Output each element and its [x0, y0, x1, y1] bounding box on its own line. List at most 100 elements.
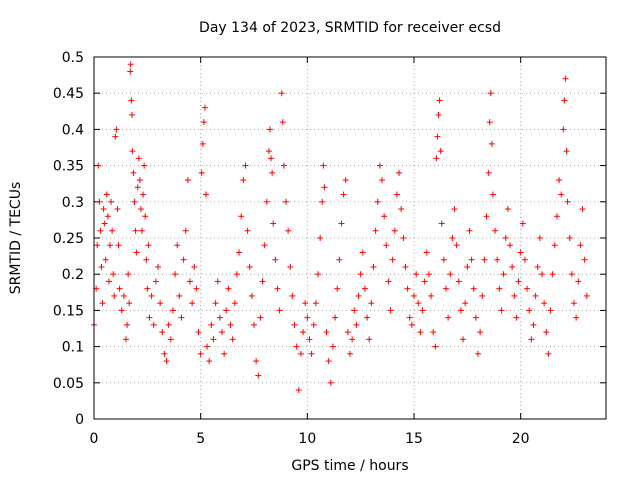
data-point [536, 235, 543, 241]
data-point [340, 191, 347, 198]
y-tick-label: 0.45 [53, 86, 84, 102]
data-point [293, 343, 300, 350]
data-point [111, 292, 118, 299]
data-point [150, 321, 157, 328]
data-point [466, 227, 473, 234]
data-point [385, 278, 392, 285]
data-point [564, 198, 571, 205]
data-point [547, 307, 554, 314]
data-point [113, 126, 120, 133]
data-point [571, 300, 577, 307]
data-point [125, 271, 132, 278]
data-point [259, 278, 266, 285]
data-point [114, 206, 121, 213]
data-point [131, 198, 138, 205]
data-point [488, 140, 495, 147]
data-point [320, 162, 327, 169]
data-point [581, 256, 588, 263]
y-tick-label: 0 [75, 412, 84, 428]
data-point [167, 336, 174, 343]
data-point [297, 350, 304, 357]
data-point [108, 198, 115, 205]
data-point [227, 321, 234, 328]
data-point [126, 300, 133, 307]
data-point [558, 191, 565, 198]
y-tick-label: 0.3 [62, 195, 84, 211]
data-point [415, 300, 422, 307]
data-point [255, 372, 262, 379]
data-point [180, 256, 187, 263]
data-point [182, 227, 189, 234]
data-point [449, 235, 456, 241]
data-point [383, 242, 390, 249]
data-point [317, 235, 324, 241]
data-point [526, 307, 533, 314]
plot-frame [93, 56, 607, 420]
data-point [132, 227, 139, 234]
data-point [344, 329, 351, 336]
data-point [541, 300, 548, 307]
data-point [197, 350, 204, 357]
data-point [287, 263, 294, 270]
data-point [329, 343, 336, 350]
data-point [334, 285, 341, 292]
data-point [187, 278, 193, 285]
y-tick-label: 0.25 [53, 231, 84, 247]
data-point [225, 285, 232, 292]
y-axis-label: SRMTID / TECUs [8, 182, 24, 295]
data-point [178, 314, 185, 321]
data-point [276, 307, 283, 314]
data-point [451, 206, 458, 213]
data-point [163, 358, 170, 365]
data-point [430, 329, 437, 336]
data-point [157, 300, 164, 307]
data-point [443, 285, 449, 292]
data-point [310, 321, 317, 328]
data-point [321, 184, 328, 191]
data-point [387, 307, 394, 314]
data-point [112, 133, 119, 140]
data-point [556, 177, 563, 184]
data-point [437, 148, 444, 155]
data-point [462, 300, 469, 307]
y-tick-label: 0.05 [53, 376, 84, 392]
data-point [353, 321, 360, 328]
data-point [272, 256, 279, 263]
data-point [128, 111, 135, 118]
data-point [447, 271, 454, 278]
data-point [265, 148, 272, 155]
data-point [434, 133, 441, 140]
data-point [280, 162, 287, 169]
data-point [479, 292, 486, 299]
data-point [129, 148, 136, 155]
data-point [513, 314, 520, 321]
data-point [221, 350, 228, 357]
data-point [172, 271, 179, 278]
data-point [242, 162, 249, 169]
data-point [295, 387, 302, 394]
data-point [134, 184, 141, 191]
data-point [411, 292, 417, 299]
data-point [223, 307, 230, 314]
data-point [268, 155, 275, 162]
data-point [511, 292, 518, 299]
y-tick-label: 0.4 [62, 122, 84, 138]
data-point [563, 148, 570, 155]
x-axis-label: GPS time / hours [291, 458, 408, 474]
data-point [146, 314, 153, 321]
data-point [453, 242, 460, 249]
data-point [391, 227, 398, 234]
data-point [517, 249, 524, 256]
data-point [219, 329, 225, 336]
x-tick-label: 20 [512, 431, 530, 447]
data-point [438, 220, 445, 227]
data-point [357, 271, 364, 278]
data-point [148, 292, 155, 299]
chart-title: Day 134 of 2023, SRMTID for receiver ecs… [199, 20, 501, 36]
data-point [502, 235, 509, 241]
data-point [319, 198, 326, 205]
data-point [263, 198, 270, 205]
data-point [231, 300, 238, 307]
data-point [575, 278, 582, 285]
data-point [470, 285, 477, 292]
